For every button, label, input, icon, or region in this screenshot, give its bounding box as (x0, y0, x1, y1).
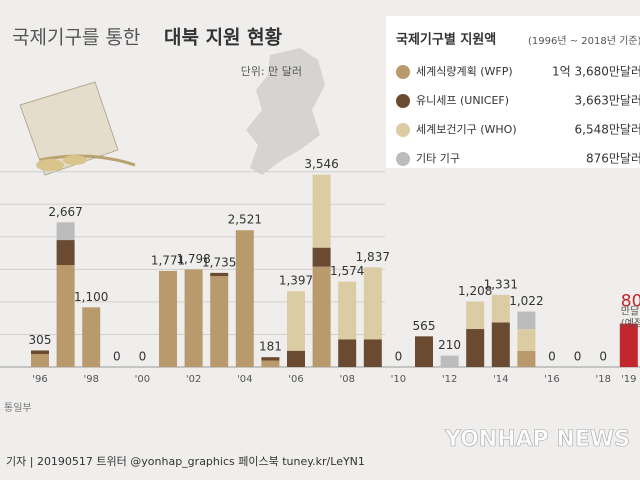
x-tick-label: '19 (621, 374, 636, 385)
total-label: 2,521 (228, 213, 262, 227)
chart-title: 국제기구를 통한 (12, 27, 140, 49)
chart-title-bold: 대북 지원 현황 (164, 26, 283, 49)
bar-segment (312, 174, 331, 248)
legend-label: 유니세프 (UNICEF) (416, 94, 509, 107)
x-tick-label: '14 (493, 374, 508, 385)
total-label: 1,837 (356, 250, 390, 264)
x-tick-label: '02 (186, 374, 201, 385)
total-label: 2,667 (48, 205, 82, 219)
bar-segment (261, 357, 280, 361)
legend-box (386, 16, 640, 168)
legend-swatch (396, 152, 410, 166)
legend-swatch (396, 65, 410, 79)
bar-segment (261, 360, 280, 367)
bar-segment (56, 265, 75, 367)
x-tick-label: '12 (442, 374, 457, 385)
bar-segment (517, 329, 536, 351)
bar-segment (312, 266, 331, 367)
x-tick-label: '18 (595, 374, 610, 385)
total-label: 210 (438, 338, 461, 352)
bar-segment (415, 336, 433, 367)
bar-segment (184, 269, 203, 367)
bar-segment (287, 350, 305, 367)
total-label: 0 (395, 350, 403, 364)
total-label: 181 (259, 340, 282, 354)
x-tick-label: '10 (391, 374, 406, 385)
bar-segment (82, 307, 101, 367)
bar-segment (159, 270, 177, 367)
total-label: 3,546 (304, 157, 338, 171)
planned-note: 만달러 (621, 306, 640, 318)
legend-label: 세계식량계획 (WFP) (416, 65, 513, 78)
bar-segment (235, 230, 254, 367)
bar-segment (517, 311, 536, 330)
bar-segment (210, 272, 229, 277)
total-label: 1,798 (176, 252, 210, 266)
x-tick-label: '96 (32, 374, 47, 385)
total-label: 0 (548, 350, 556, 364)
legend-total: 6,548만달러 (575, 123, 640, 137)
total-label: 0 (139, 350, 147, 364)
bar-segment (287, 291, 305, 351)
legend-total: 1억 3,680만달러 (552, 65, 640, 79)
x-tick-label: '98 (83, 374, 98, 385)
x-tick-label: '04 (237, 374, 252, 385)
total-label: 0 (113, 350, 121, 364)
bar-segment (210, 276, 229, 367)
bar-segment (491, 322, 510, 367)
bar-segment (466, 301, 485, 330)
total-label: 1,022 (509, 294, 543, 308)
bar-segment (31, 353, 49, 367)
total-label: 0 (574, 350, 582, 364)
total-label: 305 (29, 333, 52, 347)
bar-segment (440, 355, 459, 367)
total-label: 1,574 (330, 264, 364, 278)
legend-label: 기타 기구 (416, 152, 460, 165)
source: 통일부 (4, 402, 32, 414)
x-tick-label: '06 (288, 374, 303, 385)
legend-label: 세계보건기구 (WHO) (416, 123, 517, 136)
legend-total: 3,663만달러 (575, 94, 640, 108)
legend-swatch (396, 123, 410, 137)
legend-swatch (396, 94, 410, 108)
bar-segment (31, 350, 49, 354)
bar-segment (466, 329, 485, 367)
bar-segment (338, 281, 357, 340)
bar-segment (363, 267, 382, 340)
unit-label: 단위: 만 달러 (241, 65, 302, 78)
bar-segment (363, 339, 382, 367)
bar-segment (312, 247, 331, 267)
bar-segment (517, 350, 536, 367)
total-label: 565 (413, 319, 436, 333)
bar-segment (338, 339, 357, 367)
bar-segment (619, 323, 638, 367)
total-label: 800 (621, 292, 640, 312)
watermark: YONHAP NEWS (444, 427, 630, 452)
total-label: 1,208 (458, 284, 492, 298)
bar-segment (56, 222, 75, 241)
bar-segment (491, 294, 510, 323)
x-tick-label: '16 (544, 374, 559, 385)
legend-title: 국제기구별 지원액 (396, 32, 496, 48)
planned-note: (예정) (621, 318, 640, 330)
rice-bag-illustration (19, 81, 136, 176)
map-illustration (246, 48, 325, 175)
total-label: 1,397 (279, 274, 313, 288)
footer: 기자 | 20190517 트위터 @yonhap_graphics 페이스북 … (6, 455, 365, 468)
bar-segment (56, 240, 75, 266)
total-label: 1,100 (74, 290, 108, 304)
total-label: 1,735 (202, 255, 236, 269)
legend-subtitle: (1996년 ~ 2018년 기준) (528, 35, 640, 47)
total-label: 1,771 (151, 253, 185, 267)
total-label: 0 (599, 350, 607, 364)
x-tick-label: '08 (339, 374, 354, 385)
legend-total: 876만달러 (586, 152, 640, 166)
total-label: 1,331 (484, 277, 518, 291)
x-tick-label: '00 (135, 374, 150, 385)
